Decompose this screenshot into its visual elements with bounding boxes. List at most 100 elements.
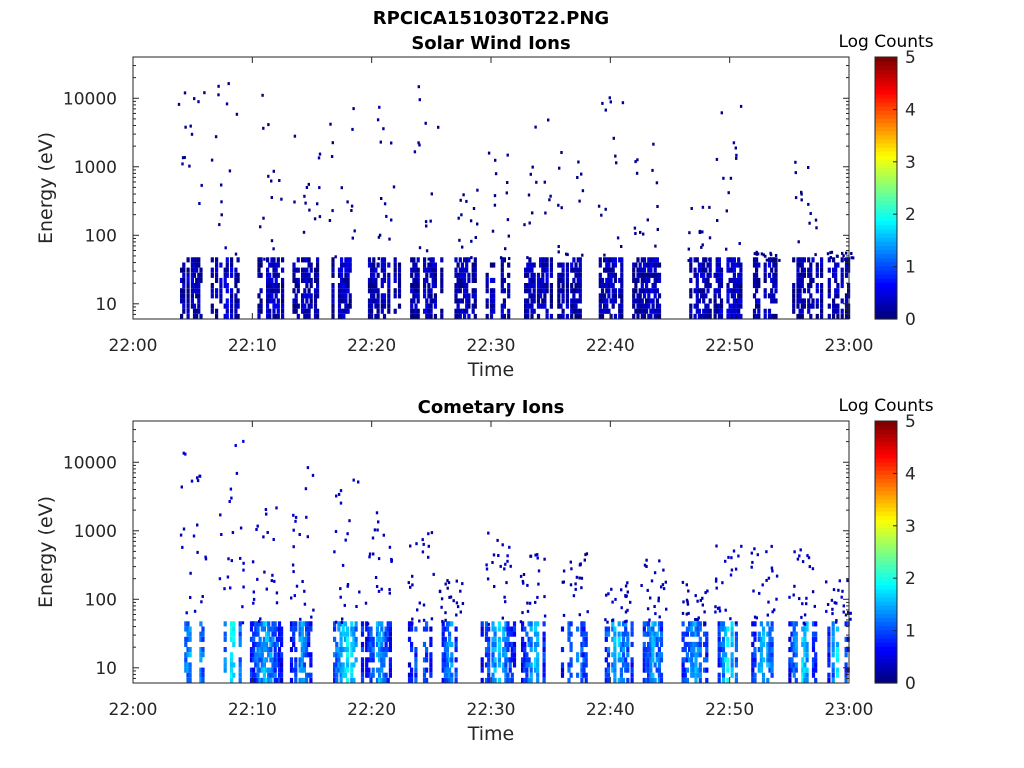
spectrogram-cell — [448, 672, 452, 678]
spectrogram-cell — [770, 298, 774, 304]
spectrogram-cell — [827, 647, 831, 653]
spectrogram-cell — [621, 647, 626, 653]
spectrogram-cell — [471, 262, 475, 268]
spectrogram-cell — [448, 667, 452, 673]
spectrogram-cell — [494, 172, 498, 176]
spectrogram-cell — [341, 626, 345, 632]
spectrogram-cell — [225, 257, 229, 263]
spectrogram-cell — [484, 677, 489, 683]
spectrogram-cell — [257, 267, 261, 273]
spectrogram-cell — [429, 272, 433, 278]
spectrogram-cell — [331, 288, 335, 294]
spectrogram-cell — [726, 677, 730, 683]
spectrogram-cell — [192, 272, 197, 278]
spectrogram-cell — [380, 641, 384, 647]
spectrogram-cell — [376, 298, 380, 304]
spectrogram-cell — [792, 672, 796, 678]
spectrogram-cell — [301, 308, 305, 314]
spectrogram-cell — [307, 293, 311, 299]
colorbar-label: Log Counts — [838, 396, 933, 416]
spectrogram-cell — [647, 267, 651, 273]
spectrogram-cell — [304, 487, 308, 491]
spectrogram-cell — [580, 641, 584, 647]
spectrogram-cell — [794, 641, 798, 647]
spectrogram-cell — [501, 543, 504, 547]
spectrogram-cell — [423, 288, 427, 294]
spectrogram-cell — [372, 277, 376, 283]
spectrogram-cell — [360, 657, 365, 663]
spectrogram-cell — [578, 288, 582, 294]
spectrogram-cell — [267, 647, 271, 653]
spectrogram-cell — [755, 283, 759, 289]
spectrogram-cell — [201, 667, 205, 673]
spectrogram-cell — [200, 183, 203, 187]
spectrogram-cell — [600, 293, 605, 299]
spectrogram-cell — [407, 662, 412, 668]
spectrogram-cell — [423, 257, 427, 263]
spectrogram-cell — [425, 249, 429, 253]
spectrogram-cell — [448, 636, 452, 642]
spectrogram-cell — [309, 293, 313, 299]
spectrogram-cell — [645, 303, 649, 309]
spectrogram-cell — [352, 626, 356, 632]
spectrogram-cell — [269, 626, 273, 632]
spectrogram-cell — [788, 657, 792, 663]
spectrogram-cell — [473, 267, 477, 273]
spectrogram-cell — [274, 267, 278, 273]
spectrogram-cell — [734, 662, 738, 668]
spectrogram-cell — [220, 533, 223, 536]
spectrogram-cell — [698, 662, 702, 668]
spectrogram-cell — [280, 636, 284, 642]
spectrogram-cell — [620, 293, 624, 299]
spectrogram-cell — [458, 308, 462, 314]
spectrogram-cell — [793, 550, 796, 554]
spectrogram-cell — [607, 293, 611, 299]
spectrogram-cell — [388, 588, 391, 591]
spectrogram-cell — [307, 288, 311, 294]
spectrogram-cell — [796, 293, 800, 299]
spectrogram-cell — [382, 298, 387, 304]
spectrogram-cell — [768, 662, 772, 668]
spectrogram-cell — [572, 288, 576, 294]
spectrogram-cell — [699, 598, 702, 602]
spectrogram-cell — [713, 313, 717, 319]
spectrogram-cell — [340, 288, 344, 294]
spectrogram-cell — [365, 621, 369, 627]
spectrogram-cell — [184, 621, 188, 627]
spectrogram-cell — [344, 308, 348, 314]
spectrogram-cell — [508, 662, 512, 668]
spectrogram-cell — [713, 303, 717, 309]
spectrogram-cell — [757, 277, 761, 283]
spectrogram-cell — [497, 662, 501, 668]
spectrogram-cell — [302, 230, 306, 234]
spectrogram-cell — [256, 577, 259, 581]
colorbar-swatch — [875, 261, 897, 267]
spectrogram-cell — [753, 652, 757, 658]
spectrogram-cell — [259, 262, 263, 268]
spectrogram-cell — [774, 313, 778, 319]
spectrogram-cell — [274, 288, 278, 294]
spectrogram-cell — [378, 105, 381, 109]
spectrogram-cell — [429, 262, 433, 268]
spectrogram-cell — [230, 667, 234, 673]
spectrogram-cell — [228, 500, 231, 503]
spectrogram-cell — [195, 283, 199, 289]
spectrogram-cell — [561, 293, 565, 299]
spectrogram-cell — [598, 283, 602, 289]
spectrogram-cell — [223, 587, 226, 591]
spectrogram-cell — [256, 662, 260, 668]
spectrogram-cell — [533, 631, 538, 637]
spectrogram-cell — [737, 283, 741, 289]
spectrogram-cell — [333, 662, 337, 668]
spectrogram-cell — [299, 617, 302, 621]
spectrogram-cell — [182, 267, 186, 273]
spectrogram-cell — [582, 672, 586, 678]
colorbar-swatch — [875, 290, 897, 296]
spectrogram-cell — [491, 626, 495, 632]
spectrogram-cell — [430, 531, 434, 535]
x-tick-label: 22:40 — [586, 700, 635, 720]
spectrogram-cell — [611, 262, 615, 268]
spectrogram-cell — [729, 573, 733, 577]
colorbar-swatch — [875, 306, 897, 312]
spectrogram-cell — [274, 283, 278, 289]
